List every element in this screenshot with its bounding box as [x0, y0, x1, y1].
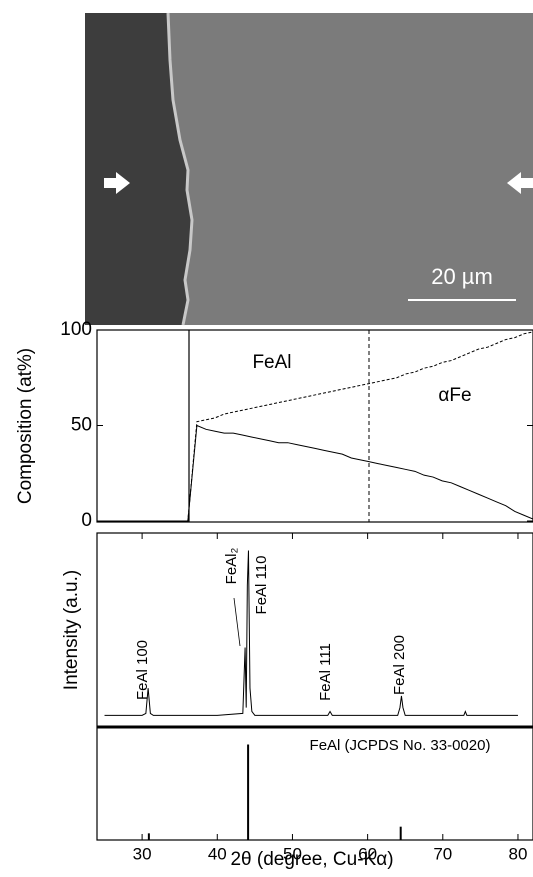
plot-frame — [96, 329, 533, 523]
arrow — [104, 172, 130, 194]
peak-label: FeAl 200 — [391, 635, 408, 695]
sem-dark-region — [85, 13, 192, 325]
x-tick-label: 50 — [283, 844, 302, 863]
leader-line — [233, 597, 241, 647]
scale-label: 20 µm — [431, 264, 493, 289]
y-axis-label: Composition (at%) — [15, 348, 36, 504]
x-tick-label: 80 — [509, 844, 528, 863]
peak-label: FeAl 100 — [134, 640, 151, 700]
x-tick-label: 30 — [133, 844, 152, 863]
peak-label: FeAl 111 — [317, 643, 334, 701]
y-tick-label: 0 — [81, 510, 92, 531]
region-label: FeAl — [252, 352, 291, 373]
sem-edge — [166, 12, 194, 326]
peak-label: FeAl 110 — [253, 556, 270, 615]
x-axis-label: 2θ (degree, Cu-Kα) — [230, 849, 393, 870]
reference-label: FeAl (JCPDS No. 33-0020) — [310, 737, 491, 754]
region-label: αFe — [438, 385, 471, 406]
x-tick-label: 40 — [208, 844, 227, 863]
data-line — [104, 550, 518, 716]
plot-frame — [96, 532, 533, 841]
sem-image: 20 µm — [85, 12, 533, 326]
data-line — [97, 424, 533, 522]
y-tick-label: 100 — [60, 319, 92, 340]
x-tick-label: 70 — [433, 844, 452, 863]
peak-label: FeAl₂ — [223, 547, 240, 584]
y-tick-label: 50 — [71, 415, 92, 436]
arrow — [507, 172, 533, 194]
y-axis-label: Intensity (a.u.) — [61, 570, 82, 690]
data-line — [97, 331, 533, 522]
x-tick-label: 60 — [358, 844, 377, 863]
